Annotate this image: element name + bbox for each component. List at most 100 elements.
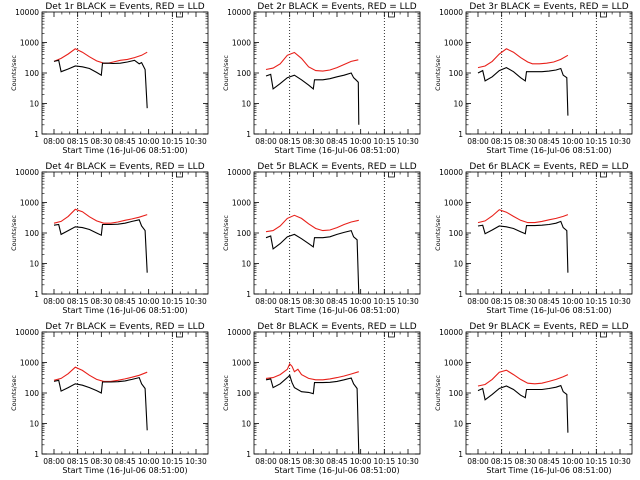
x-tick-label: 08:15 bbox=[67, 137, 89, 146]
panel-det-5r: Det 5r BLACK = Events, RED = LLD 1 10 100 10… bbox=[222, 162, 421, 315]
plot-frame bbox=[41, 11, 209, 135]
x-tick-label: 10:30 bbox=[397, 457, 419, 466]
y-tick-label: 10000 bbox=[227, 328, 251, 337]
y-tick-label: 10 bbox=[241, 260, 251, 269]
panel-title: Det 5r BLACK = Events, RED = LLD bbox=[257, 162, 416, 172]
plot-frame bbox=[465, 171, 633, 295]
y-tick-label: 1000 bbox=[444, 199, 463, 208]
y-tick-label: 1 bbox=[34, 130, 39, 139]
y-tick-label: 100 bbox=[449, 389, 464, 398]
events-rate-line bbox=[53, 376, 148, 431]
y-tick-label: 10000 bbox=[439, 8, 463, 17]
panel-title: Det 8r BLACK = Events, RED = LLD bbox=[257, 322, 416, 332]
interval-marker bbox=[388, 12, 395, 18]
y-tick-label: 10000 bbox=[227, 8, 251, 17]
x-tick-label: 08:15 bbox=[67, 457, 89, 466]
x-tick-label: 10:15 bbox=[374, 457, 396, 466]
y-tick-label: 1000 bbox=[20, 39, 39, 48]
y-axis-label: Counts/sec bbox=[222, 55, 230, 91]
x-tick-label: 08:45 bbox=[114, 137, 136, 146]
x-tick-label: 10:30 bbox=[185, 297, 207, 306]
interval-marker bbox=[388, 172, 395, 178]
x-tick-label: 10:15 bbox=[162, 457, 184, 466]
y-axis-label: Counts/sec bbox=[222, 375, 230, 411]
x-axis-label: Start Time (16-Jul-06 08:51:00) bbox=[486, 146, 611, 155]
x-tick-label: 08:45 bbox=[538, 457, 560, 466]
interval-marker bbox=[600, 332, 607, 338]
x-tick-label: 08:30 bbox=[515, 297, 537, 306]
y-tick-label: 10 bbox=[453, 100, 463, 109]
x-axis-label: Start Time (16-Jul-06 08:51:00) bbox=[486, 466, 611, 475]
y-tick-label: 10 bbox=[29, 260, 39, 269]
y-axis-label: Counts/sec bbox=[10, 55, 18, 91]
lld-rate-line bbox=[53, 366, 148, 382]
x-tick-label: 10:15 bbox=[586, 137, 608, 146]
x-tick-label: 08:15 bbox=[491, 457, 513, 466]
interval-marker bbox=[176, 12, 183, 18]
y-tick-label: 1000 bbox=[444, 39, 463, 48]
x-tick-label: 10:00 bbox=[138, 137, 160, 146]
x-tick-label: 08:00 bbox=[467, 457, 489, 466]
y-tick-label: 1 bbox=[458, 290, 463, 299]
x-tick-label: 08:30 bbox=[515, 457, 537, 466]
x-tick-label: 08:45 bbox=[114, 457, 136, 466]
lld-rate-line bbox=[53, 208, 148, 224]
y-axis-label: Counts/sec bbox=[10, 375, 18, 411]
y-tick-label: 1000 bbox=[232, 39, 251, 48]
x-axis-label: Start Time (16-Jul-06 08:51:00) bbox=[274, 466, 399, 475]
events-rate-line bbox=[477, 384, 569, 433]
events-rate-line bbox=[53, 219, 148, 273]
x-tick-label: 08:15 bbox=[279, 137, 301, 146]
panel-title: Det 4r BLACK = Events, RED = LLD bbox=[45, 162, 204, 172]
x-tick-label: 10:15 bbox=[586, 297, 608, 306]
panel-det-9r: Det 9r BLACK = Events, RED = LLD 1 10 100 10… bbox=[434, 322, 633, 475]
x-tick-label: 08:00 bbox=[255, 457, 277, 466]
x-tick-label: 08:45 bbox=[326, 457, 348, 466]
panel-det-4r: Det 4r BLACK = Events, RED = LLD 1 10 100 10… bbox=[10, 162, 209, 315]
lld-rate-line bbox=[265, 51, 359, 72]
panel-title: Det 2r BLACK = Events, RED = LLD bbox=[257, 2, 416, 12]
interval-marker bbox=[176, 172, 183, 178]
x-tick-label: 10:00 bbox=[562, 457, 584, 466]
x-tick-label: 08:30 bbox=[91, 457, 113, 466]
x-axis-label: Start Time (16-Jul-06 08:51:00) bbox=[274, 146, 399, 155]
x-tick-label: 08:15 bbox=[491, 297, 513, 306]
x-tick-label: 08:15 bbox=[279, 457, 301, 466]
x-tick-label: 10:00 bbox=[138, 457, 160, 466]
interval-marker bbox=[176, 332, 183, 338]
y-tick-label: 1000 bbox=[20, 199, 39, 208]
y-tick-label: 10000 bbox=[15, 8, 39, 17]
x-axis-label: Start Time (16-Jul-06 08:51:00) bbox=[62, 466, 187, 475]
x-tick-label: 08:00 bbox=[467, 297, 489, 306]
x-tick-label: 08:45 bbox=[538, 137, 560, 146]
x-tick-label: 10:00 bbox=[350, 137, 372, 146]
y-tick-label: 10 bbox=[29, 420, 39, 429]
panel-det-1r: Det 1r BLACK = Events, RED = LLD 1 10 100 10… bbox=[10, 2, 209, 155]
panel-title: Det 7r BLACK = Events, RED = LLD bbox=[45, 322, 204, 332]
y-tick-label: 10000 bbox=[439, 168, 463, 177]
y-tick-label: 10 bbox=[453, 420, 463, 429]
x-tick-label: 10:15 bbox=[374, 137, 396, 146]
events-rate-line bbox=[265, 374, 360, 455]
x-tick-label: 08:00 bbox=[255, 297, 277, 306]
y-tick-label: 100 bbox=[237, 389, 252, 398]
x-tick-label: 10:30 bbox=[397, 297, 419, 306]
plot-frame bbox=[465, 331, 633, 455]
x-tick-label: 08:30 bbox=[91, 137, 113, 146]
y-tick-label: 10 bbox=[241, 420, 251, 429]
x-axis-label: Start Time (16-Jul-06 08:51:00) bbox=[274, 306, 399, 315]
y-tick-label: 10 bbox=[29, 100, 39, 109]
x-tick-label: 10:30 bbox=[609, 297, 631, 306]
x-tick-label: 08:30 bbox=[303, 457, 325, 466]
y-tick-label: 1 bbox=[34, 450, 39, 459]
y-tick-label: 100 bbox=[25, 69, 40, 78]
panel-det-7r: Det 7r BLACK = Events, RED = LLD 1 10 100 10… bbox=[10, 322, 209, 475]
lld-rate-line bbox=[265, 214, 359, 233]
x-tick-label: 08:00 bbox=[467, 137, 489, 146]
y-axis-label: Counts/sec bbox=[222, 215, 230, 251]
y-tick-label: 100 bbox=[25, 229, 40, 238]
y-tick-label: 100 bbox=[449, 69, 464, 78]
y-axis-label: Counts/sec bbox=[434, 215, 442, 251]
x-tick-label: 08:45 bbox=[538, 297, 560, 306]
events-rate-line bbox=[265, 72, 360, 125]
